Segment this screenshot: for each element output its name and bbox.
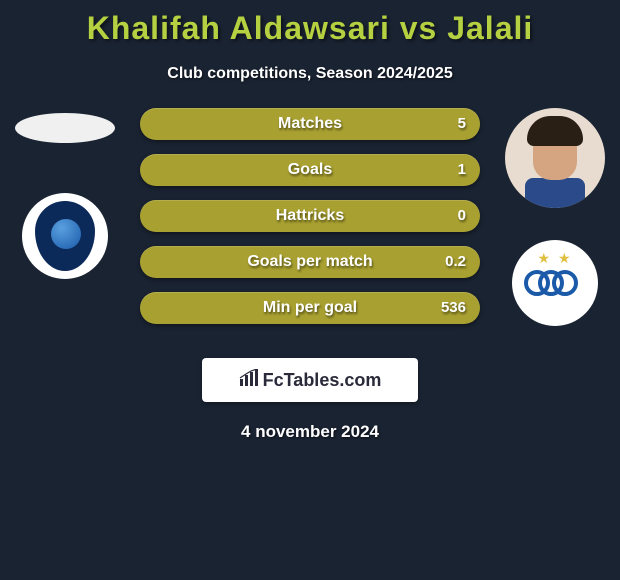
stat-row-min-per-goal: Min per goal 536 (140, 292, 480, 324)
stat-row-matches: Matches 5 (140, 108, 480, 140)
stat-row-goals-per-match: Goals per match 0.2 (140, 246, 480, 278)
stat-label: Min per goal (140, 292, 480, 324)
watermark-badge: FcTables.com (202, 358, 418, 402)
right-player-column: ★ ★ (500, 108, 610, 326)
stat-right-value: 0 (458, 200, 466, 232)
bar-chart-icon (239, 359, 259, 403)
date-label: 4 november 2024 (0, 422, 620, 442)
stat-bars: Matches 5 Goals 1 Hattricks 0 Goals per … (140, 108, 480, 338)
star-icon: ★ ★ (512, 250, 598, 267)
page-subtitle: Club competitions, Season 2024/2025 (0, 65, 620, 83)
player-right-club-badge: ★ ★ (512, 240, 598, 326)
page-title: Khalifah Aldawsari vs Jalali (0, 0, 620, 47)
watermark-text: FcTables.com (263, 370, 382, 390)
stats-area: ★ ★ Matches 5 Goals 1 Hattricks 0 Goals … (0, 108, 620, 348)
player-left-avatar (15, 113, 115, 143)
stat-right-value: 5 (458, 108, 466, 140)
stat-label: Goals per match (140, 246, 480, 278)
ball-icon (51, 219, 81, 249)
stat-right-value: 536 (441, 292, 466, 324)
stat-right-value: 1 (458, 154, 466, 186)
stat-label: Hattricks (140, 200, 480, 232)
stat-label: Matches (140, 108, 480, 140)
stat-row-hattricks: Hattricks 0 (140, 200, 480, 232)
left-player-column (10, 108, 120, 279)
stat-label: Goals (140, 154, 480, 186)
stat-right-value: 0.2 (445, 246, 466, 278)
player-left-club-badge (22, 193, 108, 279)
stat-row-goals: Goals 1 (140, 154, 480, 186)
player-right-avatar (505, 108, 605, 208)
rings-icon (524, 270, 586, 298)
